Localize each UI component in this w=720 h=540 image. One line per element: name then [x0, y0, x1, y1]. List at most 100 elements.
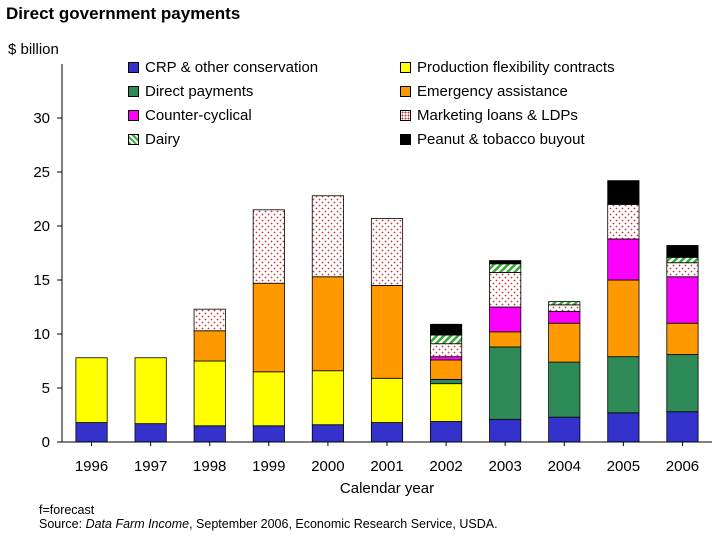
x-tick-label-2002: 2002: [429, 458, 462, 475]
legend-label: Emergency assistance: [417, 83, 568, 100]
bar-segment-2004-dairy: [548, 301, 581, 306]
bar-segment-2005-direct-payments: [607, 356, 640, 414]
legend-label: CRP & other conservation: [145, 59, 319, 76]
x-tick-label-2006: 2006: [666, 458, 699, 475]
legend-item-emergency-assistance: Emergency assistance: [400, 83, 568, 100]
x-tick-label-2003: 2003: [488, 458, 521, 475]
bar-segment-2003-emergency-assistance: [489, 331, 522, 348]
legend-label: Peanut & tobacco buyout: [417, 131, 585, 148]
bar-segment-2005-peanut-tobacco-buyout: [607, 180, 640, 205]
legend-swatch: [128, 110, 139, 121]
bar-segment-2004-crp-other-conservation: [548, 416, 581, 443]
source-prefix: Source:: [39, 517, 86, 531]
y-tick-label: 30: [33, 110, 50, 127]
bar-segment-1998-marketing-loans-ldps: [193, 308, 226, 332]
x-tick-label-1998: 1998: [193, 458, 226, 475]
bar-segment-1998-production-flexibility-contracts: [193, 360, 226, 427]
bar-segment-2000-crp-other-conservation: [311, 424, 344, 443]
bar-segment-2002-production-flexibility-contracts: [430, 383, 463, 422]
legend-item-crp-other-conservation: CRP & other conservation: [128, 59, 318, 76]
bar-segment-2002-emergency-assistance: [430, 359, 463, 380]
source-suffix: , September 2006, Economic Research Serv…: [189, 517, 498, 531]
bar-segment-1999-emergency-assistance: [252, 282, 285, 373]
bar-segment-2006-direct-payments: [666, 354, 699, 413]
y-tick-label: 10: [33, 326, 50, 343]
bar-segment-1997-crp-other-conservation: [134, 423, 167, 443]
bar-segment-2003-peanut-tobacco-buyout: [489, 260, 522, 265]
bar-segment-1997-production-flexibility-contracts: [134, 357, 167, 425]
bar-segment-1999-crp-other-conservation: [252, 425, 285, 443]
x-tick-label-1996: 1996: [75, 458, 108, 475]
x-tick-label-2001: 2001: [370, 458, 403, 475]
chart-title: Direct government payments: [6, 4, 241, 23]
bar-segment-2003-dairy: [489, 263, 522, 273]
bar-segment-2002-crp-other-conservation: [430, 421, 463, 443]
bar-segment-2006-emergency-assistance: [666, 322, 699, 355]
legend-swatch: [400, 134, 411, 145]
bar-segment-1996-production-flexibility-contracts: [75, 357, 108, 423]
source-note: Source: Data Farm Income, September 2006…: [39, 517, 498, 531]
bar-segment-2002-dairy: [430, 334, 463, 345]
legend-label: Production flexibility contracts: [417, 59, 615, 76]
y-tick-label: 0: [42, 434, 50, 451]
legend-swatch: [400, 110, 411, 121]
legend-swatch: [128, 134, 139, 145]
bar-segment-2001-emergency-assistance: [370, 284, 404, 379]
legend-item-marketing-loans-ldps: Marketing loans & LDPs: [400, 107, 578, 124]
bar-segment-2001-production-flexibility-contracts: [370, 377, 404, 423]
legend-item-production-flexibility-contracts: Production flexibility contracts: [400, 59, 615, 76]
bar-segment-2003-direct-payments: [489, 346, 522, 420]
bar-segment-2006-crp-other-conservation: [666, 411, 699, 443]
bar-segment-2000-marketing-loans-ldps: [311, 195, 344, 278]
legend-swatch: [128, 62, 139, 73]
bar-segment-2005-counter-cyclical: [607, 238, 640, 281]
y-tick-label: 20: [33, 218, 50, 235]
bar-segment-2003-counter-cyclical: [489, 306, 522, 333]
bar-segment-2005-marketing-loans-ldps: [607, 203, 640, 240]
bar-segment-2004-direct-payments: [548, 361, 581, 418]
source-publication: Data Farm Income: [85, 517, 190, 531]
bar-segment-2006-marketing-loans-ldps: [666, 262, 699, 278]
bar-segment-2004-counter-cyclical: [548, 310, 581, 324]
legend-swatch: [400, 86, 411, 97]
y-tick-label: 5: [42, 380, 50, 397]
legend-label: Marketing loans & LDPs: [417, 107, 578, 124]
y-axis-unit-label: $ billion: [8, 41, 59, 58]
bar-segment-2005-crp-other-conservation: [607, 412, 640, 443]
y-tick-label: 25: [33, 164, 50, 181]
legend-swatch: [128, 86, 139, 97]
legend-label: Dairy: [145, 131, 181, 148]
legend-item-counter-cyclical: Counter-cyclical: [128, 107, 252, 124]
bar-segment-2002-marketing-loans-ldps: [430, 343, 463, 358]
bar-segment-2004-marketing-loans-ldps: [548, 304, 581, 312]
legend-item-peanut-tobacco-buyout: Peanut & tobacco buyout: [400, 131, 585, 148]
bar-segment-1999-marketing-loans-ldps: [252, 209, 285, 284]
bar-segment-2003-crp-other-conservation: [489, 418, 522, 443]
bar-segment-2002-peanut-tobacco-buyout: [430, 323, 463, 336]
x-tick-label-2000: 2000: [311, 458, 344, 475]
bar-segment-2001-crp-other-conservation: [370, 422, 404, 443]
x-tick-label-1999: 1999: [252, 458, 285, 475]
x-tick-label-2005: 2005: [607, 458, 640, 475]
bar-segment-2002-counter-cyclical: [430, 356, 463, 361]
legend-swatch: [400, 62, 411, 73]
x-tick-label-1997: 1997: [134, 458, 167, 475]
bar-segment-2006-counter-cyclical: [666, 276, 699, 324]
legend-item-dairy: Dairy: [128, 131, 180, 148]
bar-segment-2003-marketing-loans-ldps: [489, 272, 522, 308]
x-axis-title: Calendar year: [339, 480, 435, 497]
legend-item-direct-payments: Direct payments: [128, 83, 253, 100]
bar-segment-2006-dairy: [666, 256, 699, 264]
y-tick-label: 15: [33, 272, 50, 289]
bar-segment-2005-emergency-assistance: [607, 279, 640, 358]
x-tick-label-2004: 2004: [548, 458, 581, 475]
bar-segment-1998-crp-other-conservation: [193, 425, 226, 443]
bar-segment-2004-emergency-assistance: [548, 322, 581, 363]
legend-label: Direct payments: [145, 83, 254, 100]
bar-segment-2002-direct-payments: [430, 378, 463, 385]
bar-segment-1996-crp-other-conservation: [75, 422, 108, 443]
bar-segment-2000-emergency-assistance: [311, 276, 344, 372]
bar-segment-2001-marketing-loans-ldps: [370, 218, 404, 286]
bar-segment-2006-peanut-tobacco-buyout: [666, 245, 699, 258]
bar-segment-1999-production-flexibility-contracts: [252, 371, 285, 427]
